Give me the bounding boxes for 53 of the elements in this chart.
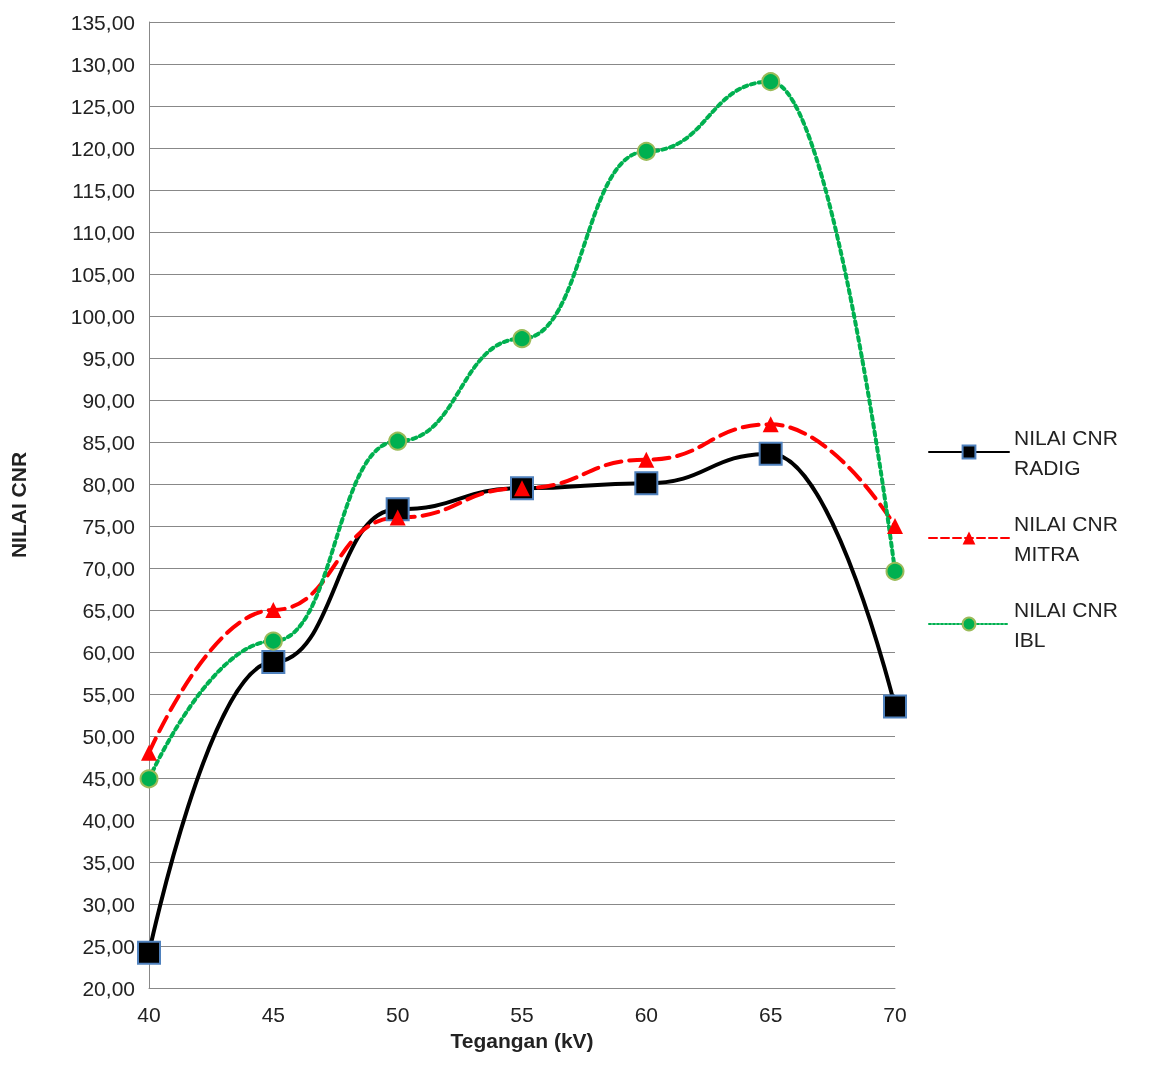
x-tick-label: 40 [137,1003,161,1026]
y-tick-label: 100,00 [70,304,135,328]
y-tick-label: 45,00 [82,766,135,790]
y-tick-label: 135,00 [70,10,135,34]
y-tick-label: 20,00 [82,976,135,1000]
y-tick-label: 25,00 [82,934,135,958]
legend-label: NILAI CNR RADIG [1014,425,1124,479]
x-axis-title: Tegangan (kV) [450,1029,594,1052]
y-tick-label: 40,00 [82,808,135,832]
y-tick-label: 125,00 [70,94,135,118]
legend-label: NILAI CNR MITRA [1014,511,1124,565]
y-tick-label: 50,00 [82,724,135,748]
point [388,431,408,451]
point [265,602,282,618]
point [883,694,907,719]
y-tick-label: 60,00 [82,640,135,664]
point [263,631,283,651]
x-tick-label: 65 [758,1003,783,1026]
point [634,471,659,496]
y-tick-label: 80,00 [82,472,135,496]
point [261,650,286,675]
y-tick-label: 30,00 [82,892,135,916]
y-tick-label: 95,00 [82,346,135,370]
y-tick-label: 35,00 [82,850,135,874]
legend-label: NILAI CNR IBL [1014,597,1124,651]
point [141,744,157,761]
y-tick-label: 105,00 [70,262,135,286]
point [638,451,655,468]
y-tick-label: 55,00 [82,682,135,706]
y-tick-label: 70,00 [82,556,135,580]
x-tick-label: 70 [883,1003,907,1026]
point [512,329,532,349]
point [137,940,161,965]
y-tick-label: 130,00 [70,52,135,76]
point [139,769,159,789]
point [887,518,903,534]
point [762,416,779,433]
y-tick-label: 90,00 [82,388,135,412]
point [761,72,781,92]
y-tick-label: 115,00 [72,178,135,202]
y-axis-title: NILAI CNR [7,451,30,559]
x-tick-label: 55 [510,1003,534,1026]
y-tick-label: 110,00 [72,220,135,244]
y-tick-label: 120,00 [70,136,135,160]
x-tick-label: 60 [634,1003,659,1026]
x-tick-label: 50 [385,1003,410,1026]
y-tick-label: 85,00 [82,430,135,454]
point [885,561,905,581]
y-tick-label: 75,00 [82,514,135,538]
point [758,441,783,466]
x-tick-label: 45 [261,1003,286,1026]
point [636,141,656,161]
y-tick-label: 65,00 [82,598,135,622]
